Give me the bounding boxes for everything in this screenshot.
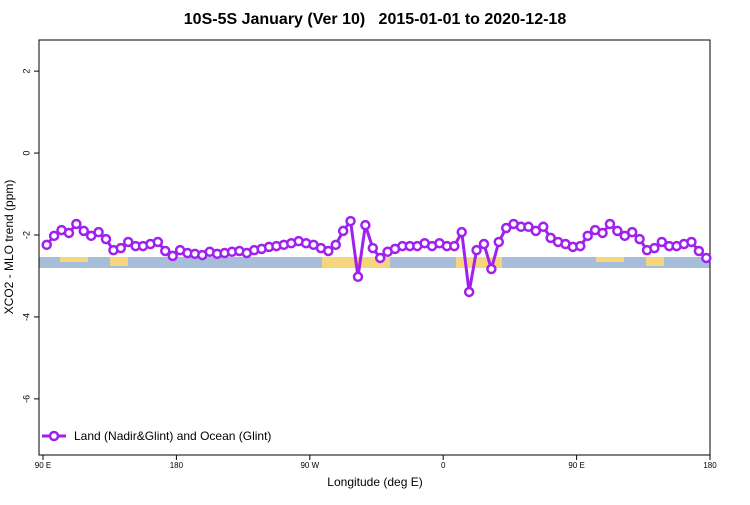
point: [523, 221, 534, 233]
point: [538, 221, 549, 233]
x-tick-label: 180: [703, 461, 717, 470]
point: [686, 236, 697, 248]
point: [626, 226, 638, 238]
point: [649, 242, 660, 254]
point: [41, 239, 52, 251]
point: [693, 245, 705, 257]
x-axis-label: Longitude (deg E): [327, 475, 422, 489]
map-strip: [39, 257, 710, 268]
point: [478, 238, 490, 250]
y-tick-label: 0: [21, 151, 31, 156]
point: [100, 233, 112, 245]
chart-title: 10S-5S January (Ver 10) 2015-01-01 to 20…: [184, 11, 567, 28]
point: [78, 225, 90, 237]
legend-marker: [48, 430, 60, 442]
point: [530, 225, 542, 237]
point: [352, 271, 364, 283]
plot-frame: [38, 39, 711, 456]
point: [597, 227, 608, 239]
y-tick-label: -2: [21, 231, 31, 239]
point: [582, 230, 593, 242]
point: [374, 252, 386, 264]
point: [330, 239, 341, 251]
legend-label: Land (Nadir&Glint) and Ocean (Glint): [74, 429, 271, 443]
point: [115, 242, 127, 254]
point: [634, 233, 645, 245]
point: [48, 230, 60, 242]
point: [345, 215, 356, 227]
x-tick-label: 90 E: [35, 461, 51, 470]
point: [604, 218, 616, 230]
x-tick-label: 90 E: [568, 461, 584, 470]
point: [471, 244, 482, 256]
y-tick-label: -4: [21, 313, 31, 321]
point: [612, 225, 623, 237]
x-tick-label: 180: [170, 461, 184, 470]
point: [367, 242, 379, 254]
legend: Land (Nadir&Glint) and Ocean (Glint): [42, 429, 271, 443]
point: [575, 240, 586, 252]
point: [656, 236, 668, 248]
point: [93, 226, 104, 238]
point: [493, 236, 505, 248]
point: [500, 222, 512, 234]
point: [152, 236, 164, 248]
point: [456, 226, 467, 238]
x-tick-label: 90 W: [300, 461, 319, 470]
point: [63, 227, 75, 239]
point: [323, 245, 334, 257]
point: [463, 286, 475, 298]
y-axis-label: XCO2 - MLO trend (ppm): [2, 180, 16, 315]
y-tick-label: 2: [21, 69, 31, 74]
point: [545, 232, 556, 244]
y-tick-label: -6: [21, 395, 31, 403]
point: [701, 252, 712, 264]
point: [486, 263, 497, 275]
point: [360, 219, 371, 231]
point: [167, 250, 178, 262]
point: [449, 240, 460, 252]
point: [122, 236, 134, 248]
x-tick-label: 0: [441, 461, 446, 470]
point: [160, 245, 171, 257]
point: [337, 225, 349, 237]
point: [71, 218, 82, 230]
